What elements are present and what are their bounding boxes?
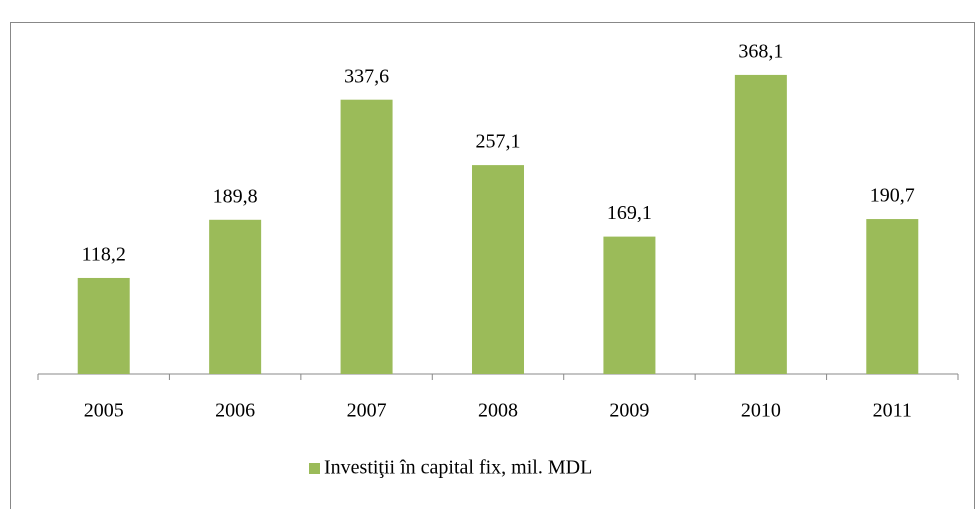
x-tick-label: 2009 <box>609 400 649 422</box>
value-label: 169,1 <box>607 202 652 224</box>
x-tick-label: 2007 <box>347 400 387 422</box>
bar <box>866 219 919 374</box>
legend-label: Investiţii în capital fix, mil. MDL <box>324 457 592 479</box>
bar <box>472 165 524 374</box>
value-label: 189,8 <box>213 185 258 207</box>
value-label: 337,6 <box>344 65 389 87</box>
value-label: 257,1 <box>476 131 521 153</box>
x-tick-label: 2010 <box>741 400 781 422</box>
value-label: 118,2 <box>82 244 126 266</box>
value-label: 368,1 <box>738 41 783 63</box>
legend-swatch <box>309 463 320 474</box>
x-tick-label: 2005 <box>84 400 124 422</box>
bar <box>340 99 393 374</box>
bar <box>603 236 656 374</box>
x-tick-label: 2006 <box>215 400 255 422</box>
x-tick-label: 2011 <box>873 400 912 422</box>
chart-frame <box>10 22 975 509</box>
bar <box>734 74 787 374</box>
x-tick-label: 2008 <box>478 400 518 422</box>
bar <box>77 277 130 374</box>
value-label: 190,7 <box>870 185 915 207</box>
bar <box>209 219 262 374</box>
